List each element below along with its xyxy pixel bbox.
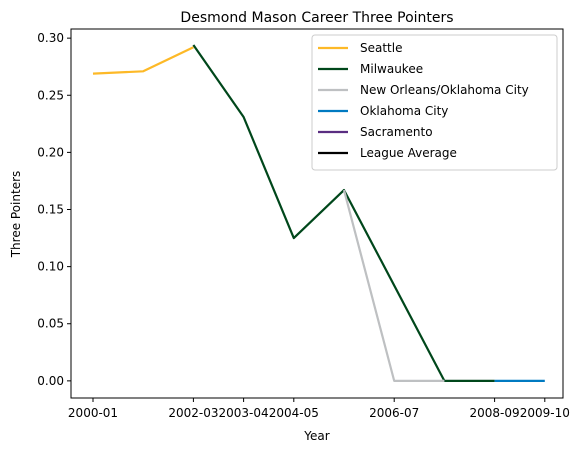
x-axis-label: Year (303, 429, 329, 443)
y-tick-label: 0.00 (37, 374, 64, 388)
legend-label-sacramento: Sacramento (360, 125, 433, 139)
chart-title: Desmond Mason Career Three Pointers (180, 10, 453, 26)
legend-label-new-orleans-oklahoma-city: New Orleans/Oklahoma City (360, 83, 529, 97)
x-tick-label: 2003-04 (219, 406, 269, 420)
legend-box (311, 34, 558, 171)
legend-label-league-average: League Average (360, 146, 457, 160)
legend-label-seattle: Seattle (360, 41, 402, 55)
y-tick-label: 0.15 (37, 203, 64, 217)
x-tick-label: 2004-05 (269, 406, 319, 420)
y-tick-label: 0.25 (37, 88, 64, 102)
y-tick-label: 0.20 (37, 145, 64, 159)
legend-label-milwaukee: Milwaukee (360, 62, 423, 76)
y-tick-label: 0.10 (37, 260, 64, 274)
plot-area: 0.00 0.05 0.10 0.15 0.20 0.25 0.30 2000-01 2002… (37, 28, 570, 420)
x-tick-label: 2009-10 (520, 406, 570, 420)
legend-label-oklahoma-city: Oklahoma City (360, 104, 448, 118)
series-line-new-orleans-oklahoma-city (342, 189, 445, 382)
y-tick-label: 0.30 (37, 31, 64, 45)
y-axis: 0.00 0.05 0.10 0.15 0.20 0.25 0.30 (37, 31, 71, 388)
legend-items: Seattle Milwaukee New Orleans/Oklahoma Cit… (318, 41, 529, 160)
x-tick-label: 2006-07 (369, 406, 419, 420)
y-axis-label: Three Pointers (9, 171, 23, 259)
x-tick-label: 2000-01 (68, 406, 118, 420)
series-line-milwaukee (192, 44, 495, 382)
y-tick-label: 0.05 (37, 317, 64, 331)
legend: Seattle Milwaukee New Orleans/Oklahoma Cit… (311, 34, 558, 171)
x-tick-label: 2002-03 (168, 406, 218, 420)
series-line-seattle (92, 46, 194, 75)
series-layer (92, 44, 545, 382)
x-tick-label: 2008-09 (470, 406, 520, 420)
x-axis: 2000-01 2002-03 2003-04 2004-05 2006-07 2008-… (68, 398, 570, 420)
plot-frame (70, 28, 564, 399)
